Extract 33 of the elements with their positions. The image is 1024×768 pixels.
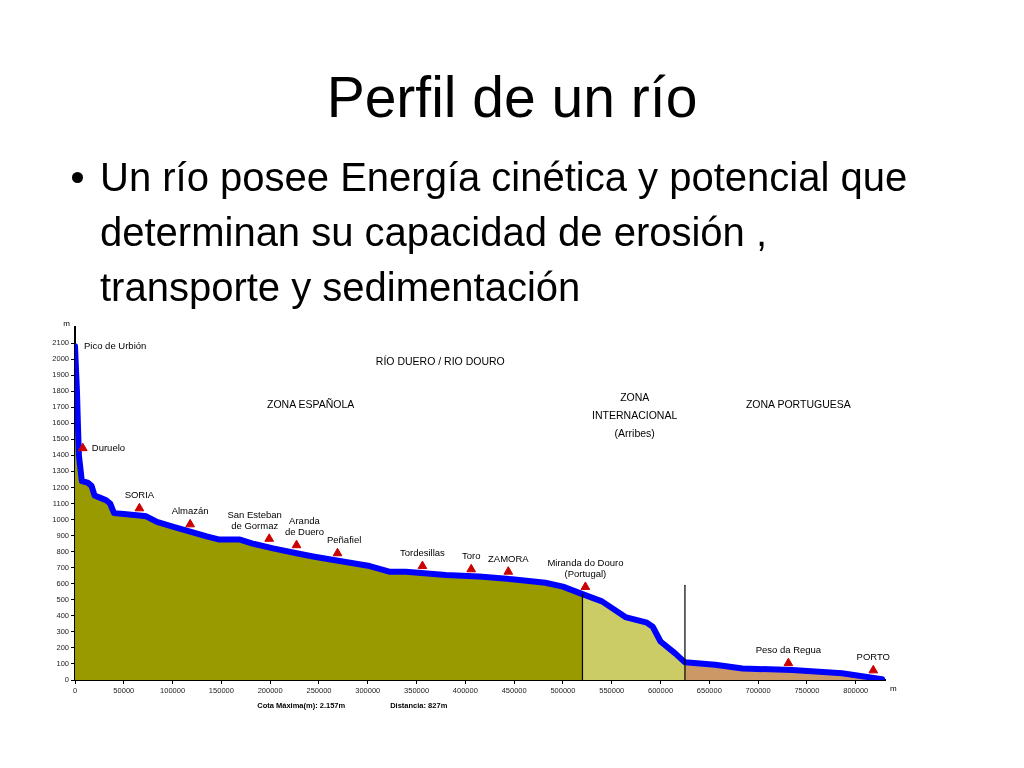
annotation: ZAMORA xyxy=(487,552,530,564)
annotation: Aranda de Duero xyxy=(284,515,324,538)
annotation: Almazán xyxy=(171,505,209,517)
point xyxy=(291,539,302,549)
annotation: Peso da Regua xyxy=(755,644,822,656)
point xyxy=(868,664,879,674)
x-axis-title: m xyxy=(890,684,897,694)
annotation: Pico de Urbión xyxy=(84,339,147,351)
point xyxy=(503,566,514,575)
annotation: Duruelo xyxy=(91,441,126,453)
point xyxy=(417,560,428,570)
point xyxy=(783,657,794,667)
annotation: ZONA PORTUGUESA xyxy=(745,397,851,410)
annotation: PORTO xyxy=(856,651,891,663)
annotation: RÍO DUERO / RIO DOURO xyxy=(375,354,505,367)
y-axis-title: m xyxy=(63,319,71,329)
point xyxy=(264,533,275,542)
point xyxy=(77,442,88,452)
annotation: ZONA INTERNACIONAL (Arribes) xyxy=(592,390,678,439)
chart-title: Perfil de un río xyxy=(325,65,699,129)
point xyxy=(134,502,145,512)
point xyxy=(580,581,591,590)
annotation: ZONA ESPAÑOLA xyxy=(267,397,355,410)
point xyxy=(185,518,195,528)
annotation: Toro xyxy=(461,550,481,562)
chart-subtitle: Un río posee Energía cinética y potencial que determinan su capacidad de erosión , transporte y sedimentación xyxy=(100,154,909,311)
annotation: SORIA xyxy=(124,489,155,501)
annotation: Miranda do Douro (Portugal) xyxy=(547,556,624,579)
point xyxy=(466,563,477,573)
annotation: Tordesillas xyxy=(399,546,446,558)
point xyxy=(332,547,343,557)
annotation: San Esteban de Gormaz xyxy=(227,508,282,531)
annotation: Peñafiel xyxy=(326,534,362,546)
